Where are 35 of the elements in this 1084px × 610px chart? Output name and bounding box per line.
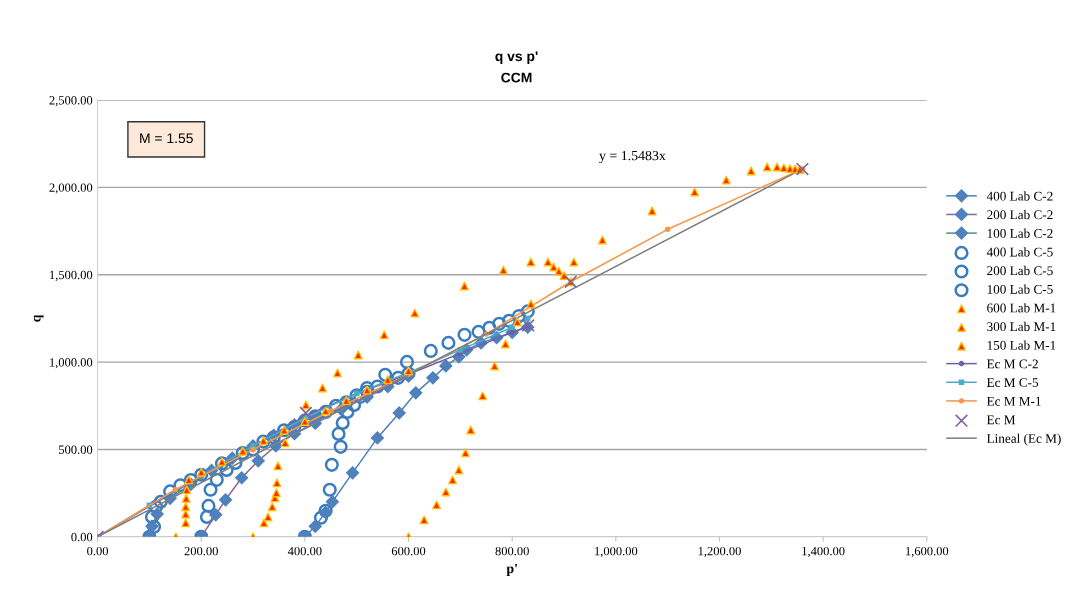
legend-label: 200 Lab C-5 <box>987 265 1053 276</box>
legend-label: 200 Lab C-2 <box>987 209 1053 220</box>
legend-label: 400 Lab C-2 <box>986 191 1053 201</box>
legend-label: 100 Lab C-5 <box>987 284 1053 294</box>
legend-label: 300 Lab M-1 <box>987 321 1056 332</box>
y-axis-title: q <box>33 314 44 322</box>
x-tick-label: 1,000.00 <box>595 546 638 558</box>
y-tick-label: 1,500.00 <box>50 270 93 281</box>
x-tick-label: 1,400.00 <box>802 546 845 558</box>
legend-label: Ec M C-2 <box>986 359 1038 369</box>
x-tick-label: 1,200.00 <box>698 546 741 558</box>
y-tick-label: 1,000.00 <box>50 358 93 369</box>
y-tick-label: 2,000.00 <box>49 183 93 194</box>
x-tick-label: 600.00 <box>391 546 426 556</box>
x-tick-label: 200.00 <box>184 546 218 556</box>
chart-subtitle: CCM <box>501 72 532 83</box>
legend-label: 100 Lab C-2 <box>987 228 1053 238</box>
x-tick-label: 400.00 <box>287 546 322 556</box>
x-axis-title: p' <box>506 563 517 577</box>
legend-label: 400 Lab C-5 <box>986 247 1053 257</box>
chart-title: q vs p' <box>495 51 538 64</box>
y-tick-label: 500.00 <box>59 445 93 454</box>
x-tick-label: 1,600.00 <box>906 546 949 558</box>
legend-label: Ec M <box>986 415 1016 425</box>
annotation: y = 1.5483x <box>599 150 666 164</box>
legend-label: Lineal (Ec M) <box>986 433 1061 446</box>
legend-label: Ec M C-5 <box>986 378 1039 388</box>
y-tick-label: 2,500.00 <box>49 96 93 107</box>
legend-label: 150 Lab M-1 <box>987 340 1056 350</box>
annotation: M = 1.55 <box>140 133 193 144</box>
y-tick-label: 0.00 <box>71 532 93 542</box>
x-tick-label: 800.00 <box>495 546 529 556</box>
legend-label: 600 Lab M-1 <box>987 303 1056 313</box>
legend-label: Ec M M-1 <box>986 396 1041 406</box>
x-tick-label: 0.00 <box>87 546 109 556</box>
